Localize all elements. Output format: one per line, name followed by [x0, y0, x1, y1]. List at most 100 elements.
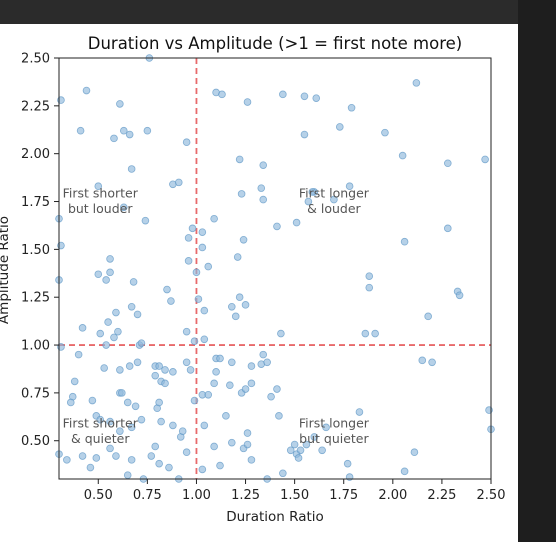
- data-point: [241, 385, 250, 393]
- data-point: [481, 155, 489, 164]
- data-point: [188, 224, 197, 233]
- data-point: [78, 324, 87, 332]
- data-point: [243, 98, 252, 106]
- data-point: [239, 235, 248, 244]
- data-point: [233, 253, 242, 261]
- data-point: [123, 471, 132, 479]
- data-point: [204, 262, 213, 271]
- data-point: [279, 469, 287, 478]
- data-point: [184, 234, 193, 242]
- data-point: [127, 456, 136, 464]
- data-point: [174, 178, 183, 187]
- data-point: [192, 268, 201, 277]
- data-point: [169, 421, 177, 430]
- data-point: [259, 195, 268, 204]
- data-point: [182, 358, 191, 367]
- data-point: [114, 327, 122, 336]
- annotation-line: but louder: [68, 201, 133, 216]
- annotation-line: First shorter: [63, 186, 139, 201]
- data-point: [92, 454, 101, 462]
- data-point: [398, 151, 407, 160]
- data-point: [228, 358, 236, 367]
- data-point: [127, 302, 136, 311]
- data-point: [100, 364, 108, 372]
- data-point: [312, 94, 321, 102]
- y-tick-label: 2.25: [21, 99, 50, 114]
- y-tick-label: 0.75: [21, 386, 50, 401]
- quadrant-annotation: First shorter but louder: [63, 186, 139, 217]
- data-point: [110, 333, 118, 342]
- quadrant-annotation: First longer but quieter: [299, 415, 370, 446]
- data-point: [400, 237, 409, 246]
- data-point: [184, 257, 193, 265]
- annotation-line: & louder: [307, 201, 361, 216]
- annotation-line: & quieter: [71, 431, 130, 446]
- data-point: [96, 415, 105, 424]
- data-point: [182, 327, 191, 336]
- data-point: [228, 438, 236, 447]
- data-point: [112, 308, 120, 317]
- data-point: [155, 398, 163, 407]
- data-point: [300, 92, 309, 101]
- data-point: [125, 362, 134, 370]
- data-point: [141, 216, 150, 225]
- data-point: [131, 402, 140, 411]
- data-point: [76, 126, 85, 135]
- x-axis-label: Duration Ratio: [226, 509, 324, 525]
- x-tick-label: 1.00: [182, 488, 211, 503]
- data-point: [290, 440, 299, 449]
- y-tick-label: 1.25: [21, 291, 50, 306]
- data-point: [116, 100, 124, 108]
- data-point: [127, 423, 136, 432]
- data-point: [204, 390, 213, 399]
- data-point: [157, 417, 165, 426]
- data-point: [169, 368, 177, 376]
- x-tick-label: 0.50: [84, 488, 113, 503]
- data-point: [361, 329, 370, 338]
- right-edge-strip: [518, 0, 556, 542]
- data-point: [296, 446, 305, 455]
- data-point: [273, 385, 281, 393]
- data-point: [120, 203, 128, 212]
- data-point: [133, 358, 142, 367]
- data-point: [304, 197, 313, 206]
- data-point: [94, 270, 103, 279]
- data-point: [106, 417, 114, 426]
- data-point: [212, 368, 220, 376]
- x-tick-label: 1.75: [329, 488, 358, 503]
- data-point: [263, 358, 271, 367]
- y-tick-label: 1.00: [21, 339, 50, 354]
- data-point: [155, 362, 163, 370]
- data-point: [247, 362, 256, 370]
- data-point: [112, 452, 120, 460]
- data-point: [133, 310, 142, 319]
- annotation-line: but quieter: [299, 431, 369, 446]
- data-point: [194, 295, 203, 303]
- data-point: [381, 128, 389, 137]
- data-point: [125, 130, 134, 139]
- data-point: [428, 358, 436, 367]
- data-point: [151, 442, 160, 451]
- x-tick-label: 1.50: [280, 488, 309, 503]
- data-point: [102, 341, 110, 349]
- data-point: [210, 214, 218, 223]
- data-point: [198, 465, 207, 474]
- data-point: [318, 446, 326, 455]
- quadrant-annotation: First shorter & quieter: [63, 415, 139, 446]
- data-point: [235, 293, 244, 302]
- data-point: [63, 456, 71, 464]
- data-point: [200, 421, 209, 430]
- y-tick-label: 0.50: [21, 434, 50, 449]
- data-point: [182, 448, 191, 457]
- data-point: [118, 389, 126, 397]
- data-point: [418, 356, 427, 365]
- data-point: [129, 278, 138, 286]
- data-point: [155, 459, 163, 468]
- data-point: [161, 379, 169, 388]
- data-point: [241, 301, 250, 309]
- data-point: [82, 86, 91, 95]
- data-point: [443, 224, 452, 233]
- data-point: [78, 452, 87, 460]
- quadrant-annotation: First longer & louder: [299, 186, 370, 217]
- data-point: [355, 408, 364, 416]
